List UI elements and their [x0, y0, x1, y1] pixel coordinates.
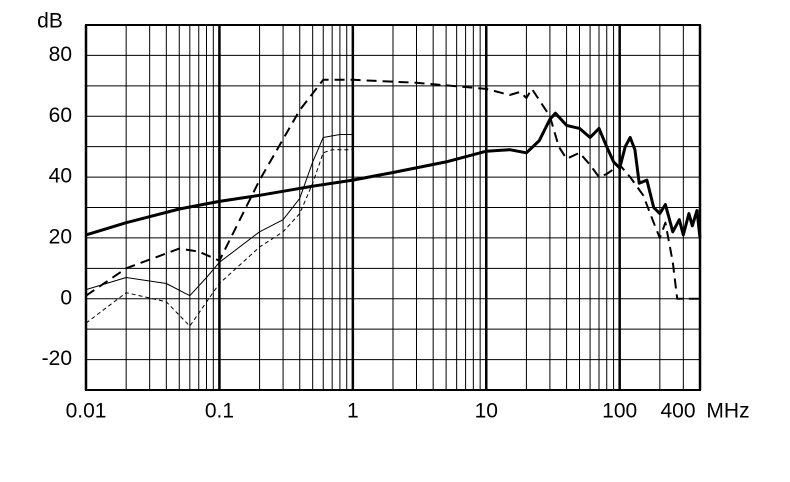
x-tick-label: 1 [347, 400, 359, 423]
x-tick-label: 400 [660, 400, 695, 423]
y-axis-label: dB [37, 10, 63, 33]
series-line [85, 111, 702, 239]
x-tick-label: 10 [475, 400, 498, 423]
y-tick-label: 80 [49, 43, 72, 66]
x-tick-label: 0.1 [205, 400, 234, 423]
x-tick-label: 0.01 [66, 400, 107, 423]
y-tick-label: 0 [60, 286, 72, 309]
y-tick-label: 60 [49, 104, 72, 127]
x-axis-label: MHz [706, 400, 749, 423]
x-tick-label: 100 [602, 400, 637, 423]
y-tick-label: 20 [49, 225, 72, 248]
series-line [85, 134, 353, 297]
y-tick-label: -20 [42, 347, 72, 370]
plot-frame [85, 24, 701, 391]
y-tick-label: 40 [49, 165, 72, 188]
series-line [85, 149, 353, 327]
series-line [85, 78, 700, 300]
